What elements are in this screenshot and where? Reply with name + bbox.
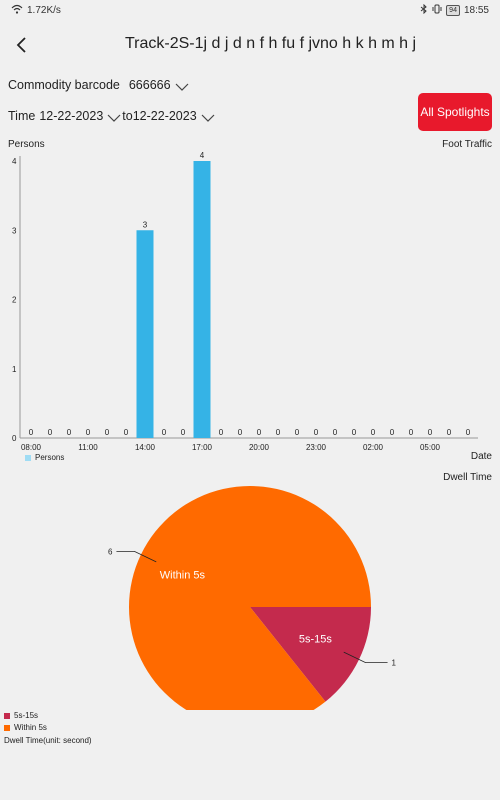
bar-legend-swatch (25, 454, 31, 461)
dwell-time-chart: 5s-15s 1 Within 5s 6 (108, 486, 397, 710)
pie-slice (129, 486, 371, 710)
bluetooth-icon (420, 3, 428, 17)
bar-data-label: 0 (238, 428, 243, 437)
y-tick-label: 3 (12, 226, 17, 235)
to-label: to (122, 109, 133, 123)
bar-data-label: 0 (124, 428, 129, 437)
bar-data-label: 0 (219, 428, 224, 437)
legend-swatch-5s-15s (4, 712, 10, 719)
foot-traffic-chart: 0 1 2 3 4 0 0 0 0 0 0 3 0 0 4 0 0 0 0 0 0 0 0 0 0 0 0 0 0 08:00 11:00 1… (12, 151, 478, 452)
bar-data-label: 0 (257, 428, 262, 437)
y-tick-label: 1 (12, 365, 17, 374)
pie-slice-label: 5s-15s (299, 633, 333, 645)
bar-legend-label: Persons (35, 453, 65, 462)
pie-slice (250, 607, 371, 702)
network-speed: 1.72K/s (27, 5, 61, 16)
x-tick-label: 23:00 (306, 443, 327, 452)
y-axis-title: Persons (8, 139, 45, 150)
back-arrow-icon[interactable] (10, 33, 34, 57)
bar-data-label: 0 (352, 428, 357, 437)
x-tick-label: 08:00 (21, 443, 42, 452)
bar-data-label: 0 (409, 428, 414, 437)
bar-data-label: 0 (86, 428, 91, 437)
bar-data-label: 3 (143, 220, 148, 229)
vibrate-icon (432, 4, 442, 17)
dwell-unit-note: Dwell Time(unit: second) (4, 736, 92, 745)
header: Track-2S-1j d j d n f h fu f jvno h k h … (0, 30, 500, 62)
start-date-chevron-icon[interactable] (107, 112, 121, 122)
bar-data-label: 0 (466, 428, 471, 437)
all-spotlights-button[interactable]: All Spotlights (418, 93, 492, 131)
bar (193, 161, 211, 438)
bar-data-label: 0 (314, 428, 319, 437)
legend-label-within-5s: Within 5s (14, 723, 47, 732)
bar-data-label: 4 (200, 151, 205, 160)
page-title: Track-2S-1j d j d n f h fu f jvno h k h … (125, 35, 417, 52)
bar-legend: Persons (25, 453, 64, 462)
x-tick-label: 14:00 (135, 443, 156, 452)
y-tick-label: 4 (12, 157, 17, 166)
x-tick-label: 20:00 (249, 443, 270, 452)
bar-data-label: 0 (276, 428, 281, 437)
wifi-icon (11, 4, 23, 17)
barcode-row: Commodity barcode 666666 (8, 78, 189, 92)
x-tick-label: 05:00 (420, 443, 441, 452)
y-tick-label: 0 (12, 434, 17, 443)
x-axis-title: Date (470, 451, 492, 462)
x-tick-label: 17:00 (192, 443, 213, 452)
dwell-time-title: Dwell Time (443, 472, 492, 483)
barcode-label: Commodity barcode (8, 78, 120, 92)
bar-data-label: 0 (29, 428, 34, 437)
legend-label-5s-15s: 5s-15s (14, 711, 39, 720)
bar (136, 230, 154, 438)
pie-leader-line (116, 550, 157, 563)
legend-within-5s: Within 5s (4, 723, 47, 732)
end-date-chevron-icon[interactable] (201, 112, 215, 122)
bar-data-label: 0 (390, 428, 395, 437)
bar-data-label: 0 (371, 428, 376, 437)
bar-data-label: 0 (181, 428, 186, 437)
pie-value-label: 1 (392, 659, 397, 668)
x-tick-label: 11:00 (78, 443, 98, 452)
legend-swatch-within-5s (4, 724, 10, 731)
pie-value-label: 6 (108, 547, 113, 556)
battery-icon: 94 (446, 5, 460, 16)
end-date[interactable]: 12-22-2023 (132, 109, 197, 123)
pie-slice-label: Within 5s (160, 569, 206, 581)
bar-data-label: 0 (162, 428, 167, 437)
bar-data-label: 0 (333, 428, 338, 437)
pie-leader-line (343, 651, 388, 664)
bar-data-label: 0 (48, 428, 53, 437)
bar-data-label: 0 (67, 428, 72, 437)
legend-5s-15s: 5s-15s (4, 711, 38, 720)
bar-data-label: 0 (105, 428, 110, 437)
time-row: Time 12-22-2023 to 12-22-2023 (8, 109, 215, 123)
start-date[interactable]: 12-22-2023 (39, 109, 104, 123)
bar-data-label: 0 (428, 428, 433, 437)
bar-data-label: 0 (447, 428, 452, 437)
y-tick-label: 2 (12, 296, 17, 305)
status-bar: 1.72K/s 94 18:55 (0, 0, 500, 20)
x-tick-label: 02:00 (363, 443, 384, 452)
foot-traffic-title: Foot Traffic (442, 139, 492, 150)
barcode-value[interactable]: 666666 (128, 78, 171, 92)
clock: 18:55 (463, 5, 489, 16)
chevron-down-icon[interactable] (175, 81, 189, 91)
bar-data-label: 0 (295, 428, 300, 437)
time-label: Time (8, 109, 36, 123)
